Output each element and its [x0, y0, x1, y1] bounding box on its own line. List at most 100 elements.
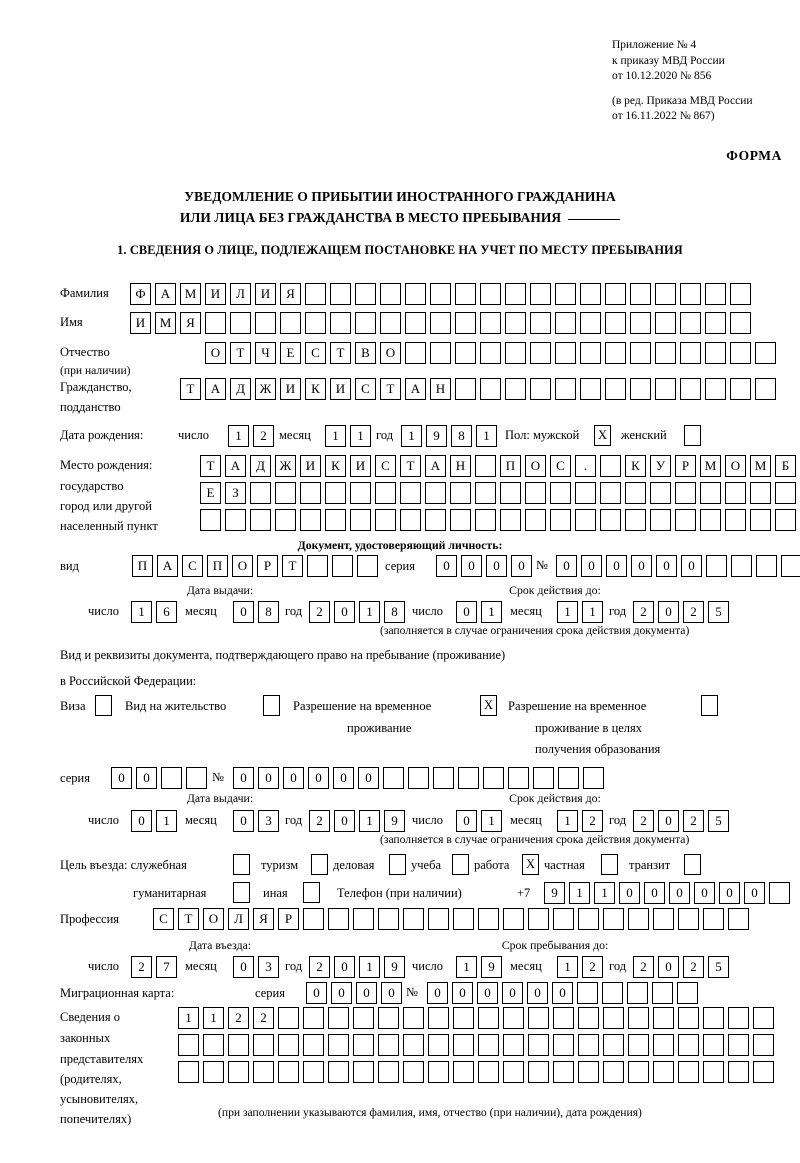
char-box[interactable]: 0: [233, 601, 254, 623]
char-box[interactable]: [503, 908, 524, 930]
char-box[interactable]: 2: [683, 810, 704, 832]
char-box[interactable]: 2: [633, 956, 654, 978]
char-box[interactable]: 3: [258, 956, 279, 978]
char-box[interactable]: [705, 283, 726, 305]
char-box[interactable]: [600, 509, 621, 531]
char-box[interactable]: [650, 509, 671, 531]
char-box[interactable]: [225, 509, 246, 531]
char-box[interactable]: И: [130, 312, 151, 334]
char-box[interactable]: 0: [619, 882, 640, 904]
char-box[interactable]: [300, 482, 321, 504]
char-box[interactable]: 7: [156, 956, 177, 978]
char-box[interactable]: С: [153, 908, 174, 930]
char-box[interactable]: [280, 312, 301, 334]
char-box[interactable]: [450, 482, 471, 504]
char-box[interactable]: [628, 1034, 649, 1056]
char-box[interactable]: [603, 1061, 624, 1083]
char-box[interactable]: [475, 482, 496, 504]
char-box[interactable]: 0: [358, 767, 379, 789]
char-box[interactable]: [753, 1034, 774, 1056]
char-box[interactable]: 1: [350, 425, 371, 447]
char-box[interactable]: 2: [582, 956, 603, 978]
char-box[interactable]: [453, 908, 474, 930]
char-box[interactable]: П: [500, 455, 521, 477]
char-box[interactable]: [655, 378, 676, 400]
char-box[interactable]: 1: [594, 882, 615, 904]
char-box[interactable]: [553, 908, 574, 930]
char-box[interactable]: [680, 378, 701, 400]
char-box[interactable]: 1: [557, 810, 578, 832]
char-box[interactable]: 2: [253, 425, 274, 447]
char-box[interactable]: [380, 312, 401, 334]
char-box[interactable]: [455, 283, 476, 305]
char-box[interactable]: 0: [308, 767, 329, 789]
char-box[interactable]: 0: [744, 882, 765, 904]
char-box[interactable]: М: [155, 312, 176, 334]
char-box[interactable]: [425, 509, 446, 531]
char-box[interactable]: В: [355, 342, 376, 364]
char-box[interactable]: [353, 1034, 374, 1056]
char-box[interactable]: [305, 312, 326, 334]
char-box[interactable]: 0: [552, 982, 573, 1004]
char-box[interactable]: У: [650, 455, 671, 477]
char-box[interactable]: [625, 509, 646, 531]
char-box[interactable]: 0: [233, 956, 254, 978]
char-box[interactable]: [781, 555, 800, 577]
char-box[interactable]: 0: [658, 956, 679, 978]
char-box[interactable]: 0: [111, 767, 132, 789]
char-box[interactable]: [430, 342, 451, 364]
char-box[interactable]: [731, 555, 752, 577]
char-box[interactable]: 9: [481, 956, 502, 978]
purpose-humanitarian-checkbox[interactable]: [233, 882, 250, 903]
purpose-private-checkbox[interactable]: [601, 854, 618, 875]
char-box[interactable]: [578, 1007, 599, 1029]
char-box[interactable]: 1: [569, 882, 590, 904]
char-box[interactable]: [603, 1034, 624, 1056]
char-box[interactable]: Б: [775, 455, 796, 477]
purpose-study-checkbox[interactable]: [452, 854, 469, 875]
char-box[interactable]: [403, 1007, 424, 1029]
char-box[interactable]: 2: [582, 810, 603, 832]
char-box[interactable]: [405, 283, 426, 305]
char-box[interactable]: [303, 1034, 324, 1056]
char-box[interactable]: 2: [309, 601, 330, 623]
char-box[interactable]: 5: [708, 601, 729, 623]
char-box[interactable]: [528, 908, 549, 930]
char-box[interactable]: [528, 1007, 549, 1029]
char-box[interactable]: [205, 312, 226, 334]
char-box[interactable]: [555, 312, 576, 334]
char-box[interactable]: 0: [606, 555, 627, 577]
char-box[interactable]: [755, 342, 776, 364]
char-box[interactable]: [380, 283, 401, 305]
char-box[interactable]: [605, 312, 626, 334]
char-box[interactable]: [655, 283, 676, 305]
char-box[interactable]: 9: [544, 882, 565, 904]
char-box[interactable]: [430, 312, 451, 334]
char-box[interactable]: [628, 1061, 649, 1083]
char-box[interactable]: [578, 1034, 599, 1056]
char-box[interactable]: [706, 555, 727, 577]
char-box[interactable]: [580, 342, 601, 364]
char-box[interactable]: 1: [557, 956, 578, 978]
char-box[interactable]: 1: [481, 810, 502, 832]
char-box[interactable]: [603, 908, 624, 930]
char-box[interactable]: [325, 482, 346, 504]
char-box[interactable]: [705, 342, 726, 364]
char-box[interactable]: [328, 908, 349, 930]
char-box[interactable]: [553, 1007, 574, 1029]
char-box[interactable]: 2: [683, 601, 704, 623]
char-box[interactable]: [330, 283, 351, 305]
char-box[interactable]: Я: [253, 908, 274, 930]
char-box[interactable]: 0: [356, 982, 377, 1004]
char-box[interactable]: [480, 312, 501, 334]
